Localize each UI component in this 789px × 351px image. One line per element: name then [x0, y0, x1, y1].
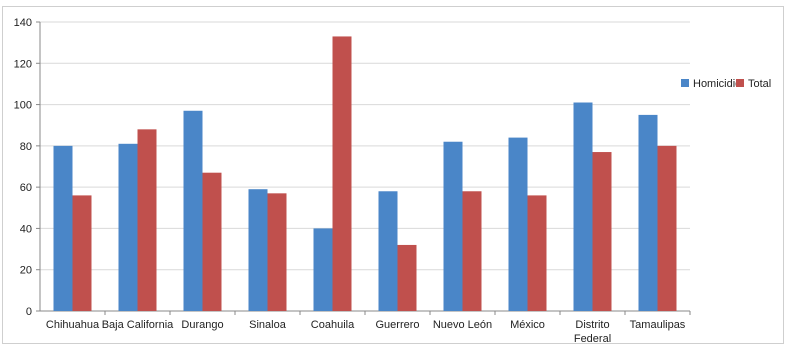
bar-total-9 [657, 145, 677, 311]
bar-total-1 [137, 129, 157, 311]
y-tick-label: 20 [20, 265, 32, 277]
y-tick-label: 100 [14, 100, 32, 112]
x-tick-label: Guerrero [375, 319, 419, 331]
legend-swatch-total [736, 79, 744, 87]
bar-total-3 [267, 193, 287, 311]
y-tick-label: 120 [14, 58, 32, 70]
bar-total-6 [462, 191, 482, 311]
bar-total-0 [72, 195, 92, 311]
x-tick-label: Chihuahua [46, 319, 100, 331]
y-tick-label: 60 [20, 182, 32, 194]
x-tick-label: Baja California [102, 319, 174, 331]
bar-total-4 [332, 36, 352, 311]
bar-homicidio-1 [118, 143, 138, 311]
bar-total-8 [592, 152, 612, 311]
bar-total-2 [202, 172, 222, 311]
x-tick-label: México [510, 319, 545, 331]
bars [53, 36, 677, 312]
legend-label-total: Total [748, 78, 771, 90]
x-tick-label: Tamaulipas [630, 319, 686, 331]
bar-homicidio-6 [443, 141, 463, 311]
bar-homicidio-8 [573, 102, 593, 311]
bar-homicidio-2 [183, 110, 203, 311]
x-tick-label: Coahuila [311, 319, 355, 331]
bar-homicidio-7 [508, 137, 528, 311]
bar-homicidio-5 [378, 191, 398, 311]
x-tick-label: Sinaloa [249, 319, 287, 331]
y-tick-label: 40 [20, 223, 32, 235]
legend-label-homicidio: Homicidio [693, 78, 741, 90]
bar-homicidio-4 [313, 228, 333, 311]
y-tick-label: 0 [26, 306, 32, 318]
legend-swatch-homicidio [681, 79, 689, 87]
x-tick-label: Nuevo León [433, 319, 492, 331]
bar-total-5 [397, 244, 417, 311]
y-tick-label: 80 [20, 141, 32, 153]
tick-labels: 0 20 40 60 80 100 120 140 Chihuahua Baja Californ… [14, 17, 686, 345]
legend: Homicidio Total [681, 78, 771, 90]
x-tick-label: Federal [574, 333, 611, 345]
bar-homicidio-9 [638, 114, 658, 312]
x-tick-label: Distrito [575, 319, 609, 331]
bar-homicidio-3 [248, 189, 268, 311]
bar-total-7 [527, 195, 547, 311]
bar-homicidio-0 [53, 145, 73, 311]
x-tick-label: Durango [181, 319, 223, 331]
y-tick-label: 140 [14, 17, 32, 29]
